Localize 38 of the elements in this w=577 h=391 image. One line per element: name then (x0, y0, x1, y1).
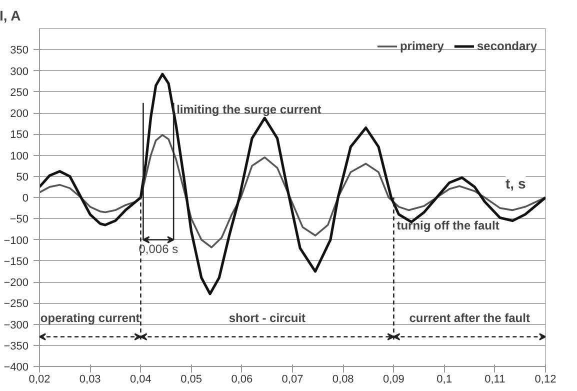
y-tick-label: 150 (10, 129, 29, 142)
y-axis-title: I, A (0, 8, 21, 24)
y-tick-label: −400 (4, 362, 29, 374)
x-tick-label: 0,08 (332, 374, 354, 386)
annotation: turnig off the fault (396, 218, 500, 233)
x-tick-label: 0,06 (231, 374, 253, 386)
x-tick-label: 0,09 (382, 374, 404, 386)
y-tick-label: −50 (10, 214, 29, 226)
y-tick-label: 300 (10, 66, 29, 78)
y-tick-label: −100 (4, 234, 29, 247)
line-series (40, 72, 546, 296)
y-tick-label: 200 (10, 108, 29, 120)
x-tick-label: 0,03 (79, 374, 101, 386)
y-tick-label: −200 (4, 277, 29, 289)
y-tick-label: 100 (10, 150, 29, 162)
annotation: short - circuit (228, 310, 306, 325)
y-tick-label: −250 (4, 298, 29, 310)
x-tick-label: 0,1 (436, 374, 452, 386)
annotation: operating current (40, 310, 140, 325)
y-tick-label: −300 (4, 319, 29, 332)
y-tick-label: −150 (4, 256, 29, 268)
x-tick-label: 0,11 (484, 374, 506, 386)
annotation: limiting the surge current (176, 102, 322, 116)
y-tick-label: 0 (22, 192, 29, 204)
x-tick-label: 0,07 (282, 374, 304, 386)
y-tick-label: 50 (16, 171, 29, 184)
y-tick-label: 250 (10, 86, 29, 99)
x-axis-title: t, s (506, 176, 526, 192)
annotation: current after the fault (409, 310, 530, 325)
x-tick-label: 0,02 (28, 374, 50, 386)
y-tick-label: 350 (10, 44, 29, 57)
x-tick-label: 0,05 (180, 374, 202, 386)
x-tick-label: 0,12 (534, 374, 556, 386)
y-tick-label: −350 (4, 340, 29, 352)
x-tick-label: 0,04 (130, 374, 152, 386)
legend-label: secondary (476, 39, 537, 53)
annotation: 0,006 s (138, 242, 178, 256)
legend-label: primery (400, 39, 444, 53)
